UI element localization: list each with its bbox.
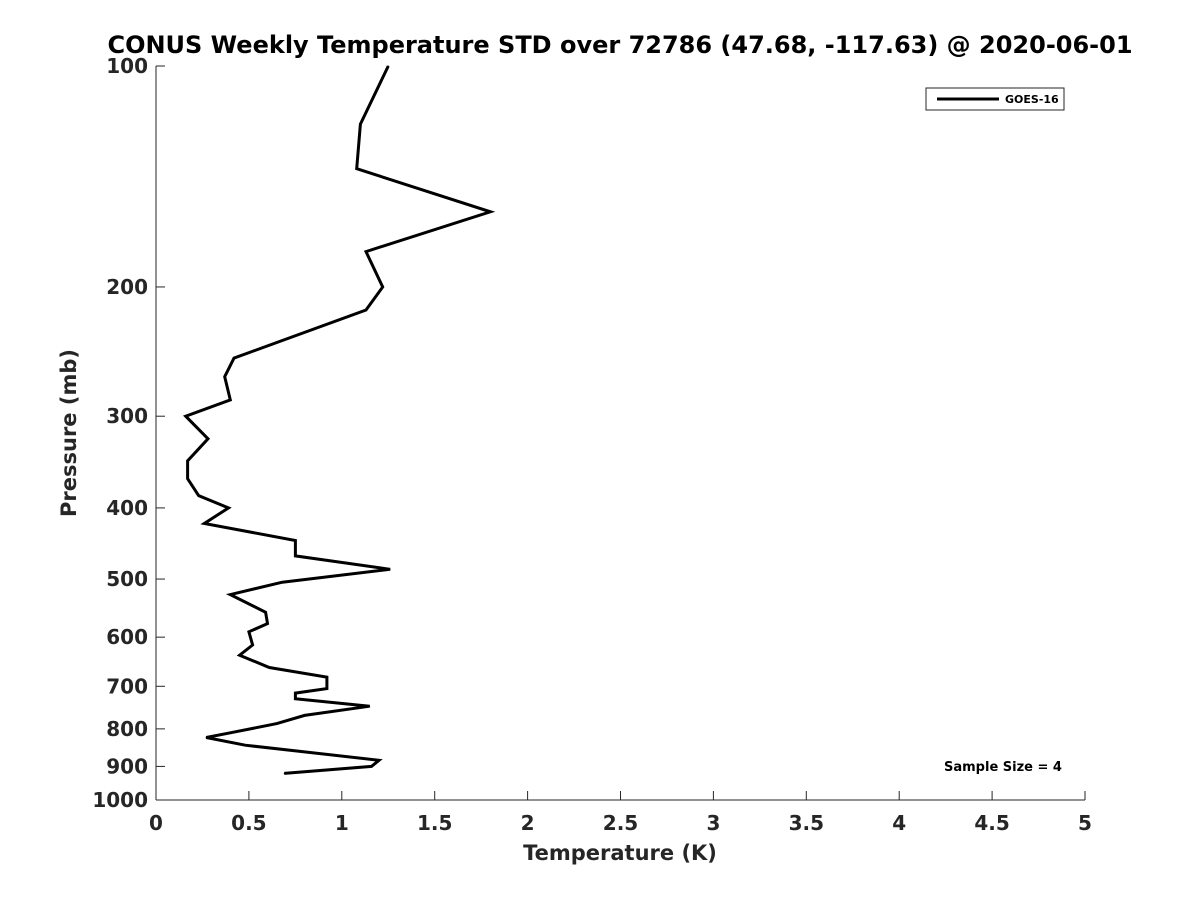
series-point <box>489 211 491 213</box>
series-point <box>304 751 306 753</box>
series-point <box>268 667 270 668</box>
series-point <box>365 251 367 253</box>
x-tick-label: 3.5 <box>789 811 824 835</box>
y-tick-label: 700 <box>106 674 148 698</box>
x-tick-label: 2 <box>521 811 535 835</box>
legend: GOES-16 <box>925 87 1065 111</box>
series-point <box>203 523 205 524</box>
series-point <box>267 623 268 625</box>
series-point <box>265 611 267 613</box>
y-tick-label: 300 <box>106 404 148 428</box>
series-layer <box>182 65 496 775</box>
y-tick-label: 100 <box>106 54 148 78</box>
series-point <box>294 540 296 541</box>
x-tick-label: 4 <box>892 811 906 835</box>
series-point <box>371 765 372 767</box>
series-point <box>281 581 283 583</box>
y-axis-label: Pressure (mb) <box>57 349 81 517</box>
x-tick-label: 3 <box>706 811 720 835</box>
series-point <box>205 737 207 738</box>
series-point <box>207 438 209 440</box>
series-point <box>294 555 296 557</box>
series-line-goes-16 <box>182 65 496 775</box>
legend-label-goes-16: GOES-16 <box>1005 93 1059 106</box>
series-point <box>244 744 246 746</box>
series-point <box>229 732 231 734</box>
series-point <box>389 568 391 570</box>
series-point <box>187 478 189 480</box>
series-point <box>276 723 278 725</box>
series-point <box>185 415 187 417</box>
series-point <box>248 631 250 633</box>
series-point <box>382 286 384 288</box>
series-point <box>228 507 229 509</box>
series-point <box>326 688 328 690</box>
series-point <box>304 714 306 716</box>
series-point <box>294 692 296 694</box>
x-axis-ticks: 0 0.5 1 1.5 2 2.5 3 3.5 4 4.5 5 <box>149 791 1092 835</box>
series-point <box>365 309 367 311</box>
series-point <box>283 772 285 774</box>
series-point <box>369 705 371 707</box>
y-tick-label: 800 <box>106 717 148 741</box>
series-point <box>294 698 296 700</box>
y-tick-label: 900 <box>106 754 148 778</box>
series-point <box>252 644 254 646</box>
x-tick-label: 1 <box>335 811 349 835</box>
y-tick-label: 400 <box>106 496 148 520</box>
y-tick-label: 200 <box>106 275 148 299</box>
series-point <box>239 654 241 656</box>
series-point <box>356 168 358 170</box>
series-point <box>198 495 200 497</box>
series-point <box>229 594 231 596</box>
y-tick-label: 1000 <box>92 788 148 812</box>
x-tick-label: 2.5 <box>603 811 638 835</box>
series-point <box>326 676 328 678</box>
y-axis-ticks: 100 200 300 400 500 600 700 800 900 1000 <box>92 54 165 812</box>
x-tick-label: 0.5 <box>231 811 266 835</box>
series-point <box>359 123 361 125</box>
series-point <box>229 399 231 401</box>
x-tick-label: 4.5 <box>974 811 1009 835</box>
series-point <box>224 376 226 378</box>
series-point <box>187 460 189 462</box>
y-tick-label: 600 <box>106 625 148 649</box>
x-tick-label: 1.5 <box>417 811 452 835</box>
x-tick-label: 5 <box>1078 811 1092 835</box>
sample-size-annotation: Sample Size = 4 <box>944 760 1062 775</box>
x-tick-label: 0 <box>149 811 163 835</box>
x-axis-label: Temperature (K) <box>523 841 717 865</box>
y-tick-label: 500 <box>106 567 148 591</box>
series-point <box>387 65 389 67</box>
series-point <box>233 357 235 359</box>
series-point <box>378 759 380 761</box>
chart-title: CONUS Weekly Temperature STD over 72786 … <box>107 31 1132 59</box>
